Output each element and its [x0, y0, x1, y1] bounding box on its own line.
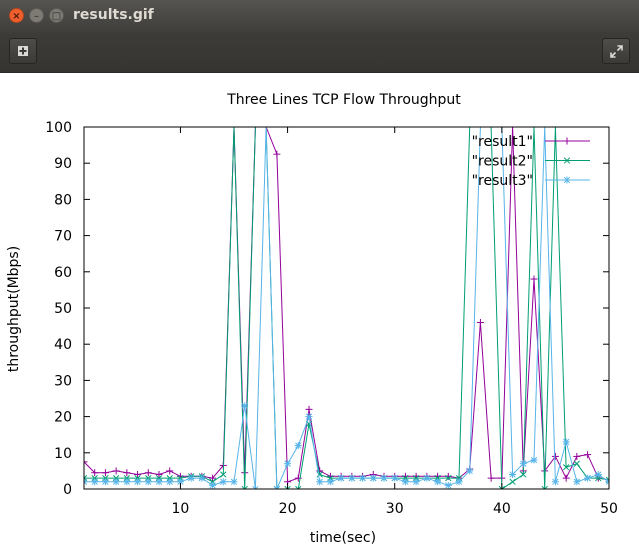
- series-3-point: [359, 475, 366, 482]
- series-3-point: [231, 478, 238, 485]
- series-3-point: [295, 442, 302, 449]
- y-tick-label: 10: [54, 446, 72, 462]
- series-3-point: [156, 478, 163, 485]
- close-button[interactable]: ×: [9, 8, 24, 23]
- x-tick-label: 10: [172, 501, 190, 517]
- maximize-button[interactable]: □: [49, 8, 64, 23]
- x-tick-label: 50: [600, 501, 618, 517]
- y-tick-label: 0: [63, 482, 72, 498]
- series-3-point: [445, 482, 452, 489]
- series-3-point: [188, 475, 195, 482]
- y-tick-label: 40: [54, 337, 72, 353]
- y-tick-label: 70: [54, 229, 72, 245]
- series-3-point: [166, 478, 173, 485]
- series-3-point: [434, 478, 441, 485]
- series-1-point: [573, 453, 580, 460]
- series-3-point: [381, 475, 388, 482]
- series-3-point: [509, 471, 516, 478]
- series-3-point: [91, 478, 98, 485]
- series-3-point: [113, 478, 120, 485]
- add-icon: [17, 45, 29, 57]
- legend-marker-1: [564, 138, 571, 145]
- series-1-point: [584, 451, 591, 458]
- series-3-point: [102, 478, 109, 485]
- series-3-point: [316, 478, 323, 485]
- series-3-point: [595, 471, 602, 478]
- y-tick-label: 80: [54, 192, 72, 208]
- series-3-point: [306, 413, 313, 420]
- x-tick-label: 20: [279, 501, 297, 517]
- series-1-point: [273, 151, 280, 158]
- series-3-point: [423, 475, 430, 482]
- add-button[interactable]: [9, 38, 37, 64]
- minimize-button[interactable]: –: [29, 8, 44, 23]
- series-3-point: [584, 475, 591, 482]
- series-3-point: [466, 467, 473, 474]
- series-3-point: [145, 478, 152, 485]
- series-1-point: [156, 471, 163, 478]
- series-3-point: [348, 475, 355, 482]
- series-3-point: [338, 475, 345, 482]
- series-3-point: [391, 475, 398, 482]
- series-3-point: [456, 478, 463, 485]
- image-viewport: Three Lines TCP Flow Throughput time(sec…: [0, 73, 639, 551]
- x-tick-label: 40: [493, 501, 511, 517]
- series-3-point: [520, 460, 527, 467]
- window-title: results.gif: [73, 7, 154, 23]
- series-3-point: [123, 478, 130, 485]
- series-3-point: [209, 482, 216, 489]
- throughput-chart: Three Lines TCP Flow Throughput time(sec…: [0, 73, 639, 551]
- series-3-point: [552, 478, 559, 485]
- series-2-point: [574, 461, 580, 467]
- series-3-point: [220, 478, 227, 485]
- legend-label-1: "result1": [472, 134, 533, 150]
- series-3-point: [327, 478, 334, 485]
- series-3-point: [563, 438, 570, 445]
- series-3-point: [413, 478, 420, 485]
- series-1-point: [563, 475, 570, 482]
- series-1-point: [477, 319, 484, 326]
- fullscreen-icon: [610, 45, 623, 58]
- y-tick-label: 100: [45, 120, 72, 136]
- chart-title: Three Lines TCP Flow Throughput: [226, 92, 461, 108]
- toolbar: [0, 32, 639, 73]
- fullscreen-button[interactable]: [602, 38, 630, 64]
- x-tick-label: 30: [386, 501, 404, 517]
- y-tick-label: 20: [54, 410, 72, 426]
- series-3-point: [284, 460, 291, 467]
- series-1-point: [306, 406, 313, 413]
- y-tick-label: 60: [54, 265, 72, 281]
- series-1-point: [488, 475, 495, 482]
- series-3-point: [402, 478, 409, 485]
- y-tick-label: 30: [54, 373, 72, 389]
- series-1-point: [134, 471, 141, 478]
- series-1-point: [166, 467, 173, 474]
- series-3-point: [531, 457, 538, 464]
- series-3-point: [573, 478, 580, 485]
- series-3-point: [134, 478, 141, 485]
- x-axis-label: time(sec): [310, 530, 376, 546]
- legend-label-3: "result3": [472, 173, 533, 189]
- window-titlebar: × – □ results.gif: [0, 0, 639, 32]
- y-axis-label: throughput(Mbps): [6, 246, 22, 372]
- series-3-point: [198, 475, 205, 482]
- series-3-point: [241, 402, 248, 409]
- series-1-point: [531, 276, 538, 283]
- series-3-point: [370, 475, 377, 482]
- series-1-point: [113, 467, 120, 474]
- legend-marker-3: [564, 177, 571, 184]
- y-tick-label: 90: [54, 156, 72, 172]
- legend-label-2: "result2": [472, 154, 533, 170]
- series-2-point: [510, 479, 516, 485]
- y-tick-label: 50: [54, 301, 72, 317]
